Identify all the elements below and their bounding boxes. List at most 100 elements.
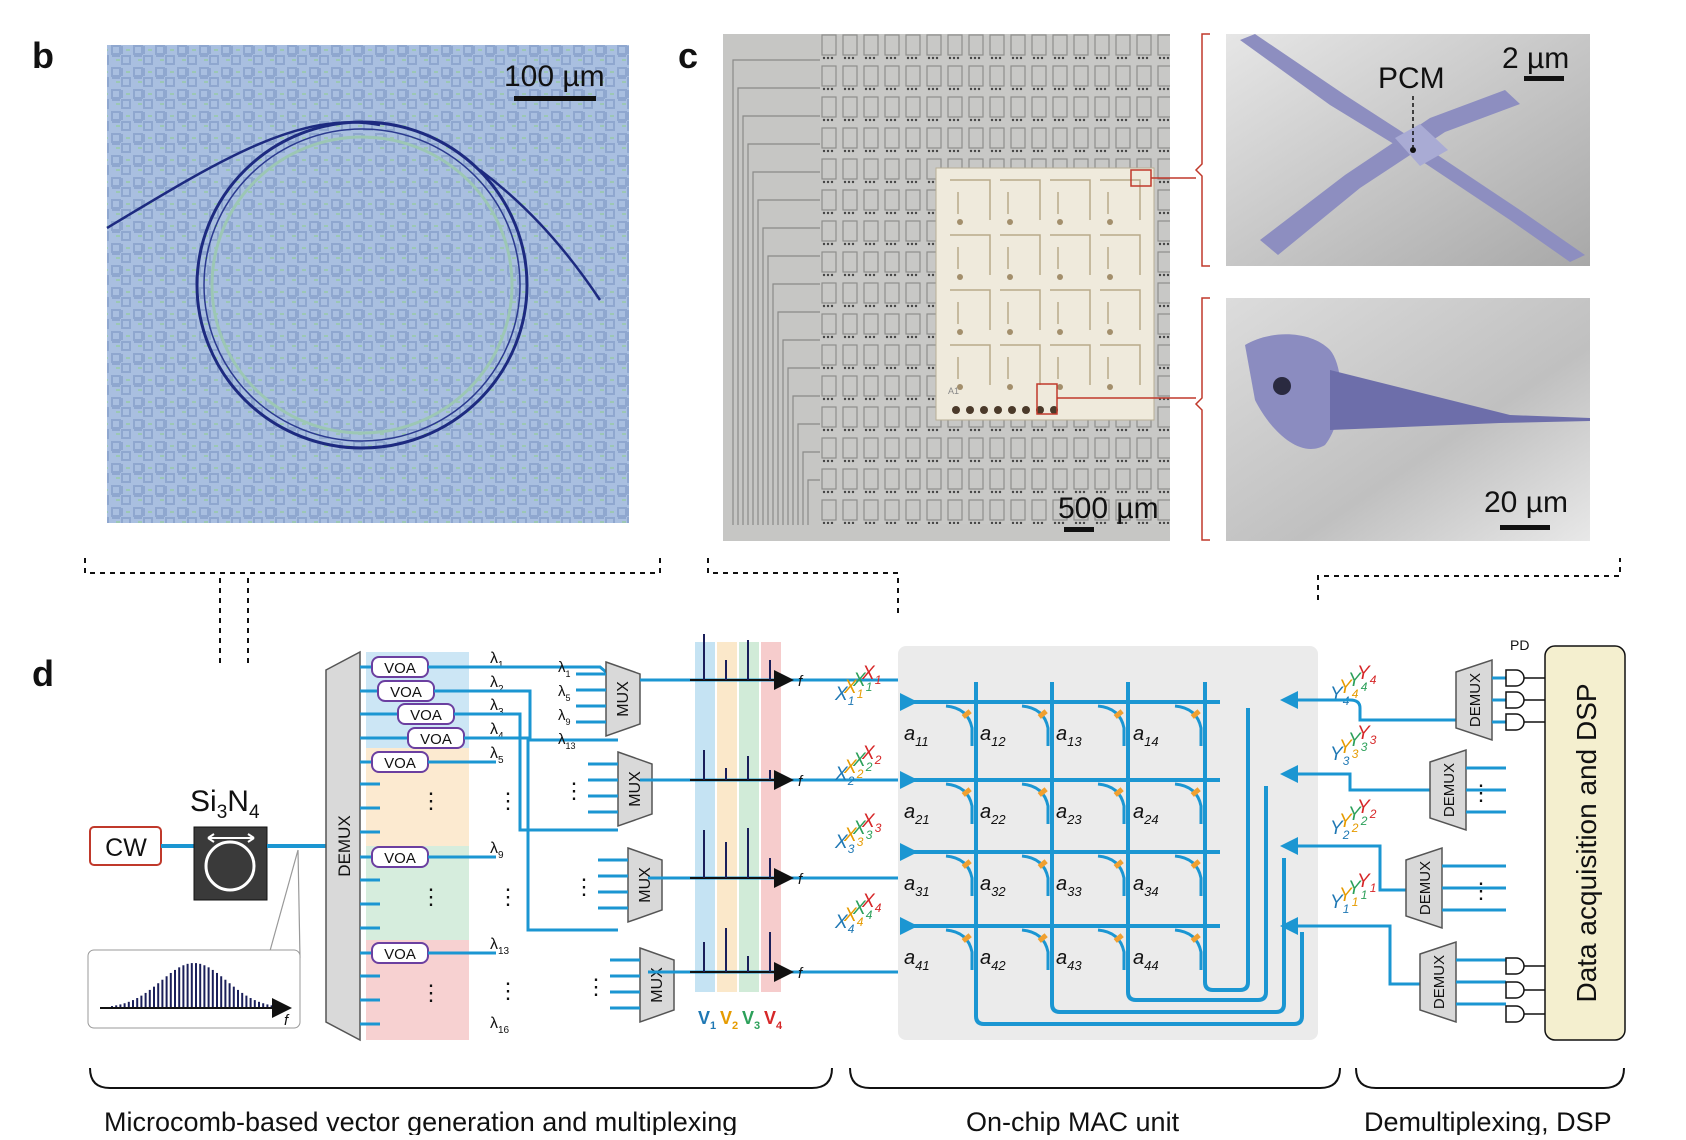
mac-cell-a11: a11 xyxy=(904,704,974,749)
mux-lambda: λ1 xyxy=(558,659,571,679)
svg-text:Y4: Y4 xyxy=(1339,677,1359,701)
si3n4-label: Si3N4 xyxy=(190,785,260,823)
ellipsis: ⋮ xyxy=(420,980,442,1005)
photodetector-icon xyxy=(1505,669,1545,687)
vector-spectrum-3: f xyxy=(690,828,804,888)
svg-text:Y2: Y2 xyxy=(1330,818,1350,842)
voa-3: VOA xyxy=(397,703,455,725)
svg-text:Y1: Y1 xyxy=(1348,878,1367,902)
output-demux-1: DEMUX xyxy=(1455,658,1493,742)
photodetector-icon xyxy=(1505,713,1545,731)
mac-cell-label: a31 xyxy=(904,873,930,899)
photodetector-icon xyxy=(1505,957,1545,975)
svg-text:Y1: Y1 xyxy=(1357,871,1376,895)
svg-text:X2: X2 xyxy=(861,743,882,767)
panel-b-scale-bar: 100 µm xyxy=(504,60,605,93)
mac-cell-label: a43 xyxy=(1056,947,1082,973)
ellipsis: ⋮ xyxy=(1470,780,1492,805)
vector-label-4: V4 xyxy=(764,1008,783,1032)
ellipsis: ⋮ xyxy=(497,978,519,1003)
freq-axis-label: f xyxy=(798,673,804,690)
svg-text:X4: X4 xyxy=(852,898,873,922)
mux-label: MUX xyxy=(627,771,644,807)
pd-label: PD xyxy=(1510,637,1529,653)
mux-1: MUX xyxy=(605,660,641,738)
mac-cell-a24: a24 xyxy=(1133,782,1203,827)
svg-text:X2: X2 xyxy=(834,764,855,788)
voa-7: VOA xyxy=(371,942,429,964)
mux-4: MUX xyxy=(639,946,675,1024)
svg-text:X1: X1 xyxy=(834,684,854,708)
voa-label: VOA xyxy=(420,731,452,748)
ellipsis: ⋮ xyxy=(497,884,519,909)
voa-1: VOA xyxy=(371,656,429,678)
svg-text:X3: X3 xyxy=(861,811,882,835)
svg-text:Y3: Y3 xyxy=(1348,730,1368,754)
daq-dsp-block xyxy=(1544,645,1626,1041)
svg-text:X2: X2 xyxy=(852,750,873,774)
voa-5: VOA xyxy=(371,751,429,773)
voa-label: VOA xyxy=(384,946,416,963)
panel-c-chip-photo xyxy=(723,34,1170,541)
mux-3: MUX xyxy=(627,846,663,924)
freq-axis-label: f xyxy=(798,773,804,790)
mac-cell-label: a23 xyxy=(1056,801,1082,827)
bracket-bottom xyxy=(1194,297,1210,541)
svg-text:Y1: Y1 xyxy=(1339,885,1358,909)
output-demux-label: DEMUX xyxy=(1467,673,1484,727)
voa-label: VOA xyxy=(410,707,442,724)
svg-text:X4: X4 xyxy=(843,905,864,929)
panel-c-tile-label: A1 xyxy=(948,386,959,396)
mac-cell-label: a13 xyxy=(1056,723,1082,749)
mac-cell-a14: a14 xyxy=(1133,704,1203,749)
sem-pcm-image xyxy=(1226,34,1590,266)
mac-cell-label: a33 xyxy=(1056,873,1082,899)
mac-cell-a43: a43 xyxy=(1056,928,1126,973)
output-demux-4: DEMUX xyxy=(1419,940,1457,1024)
mux-lambda: λ5 xyxy=(558,683,571,703)
mac-cell-label: a11 xyxy=(904,723,929,749)
mac-cell-a31: a31 xyxy=(904,854,974,899)
ellipsis: ⋮ xyxy=(563,778,585,803)
mux-label: MUX xyxy=(637,867,654,903)
mac-cell-label: a44 xyxy=(1133,947,1159,973)
microring-resonator xyxy=(193,826,268,901)
daq-dsp-label: Data acquisition and DSP xyxy=(1571,683,1602,1002)
svg-text:X1: X1 xyxy=(861,663,881,687)
photodetector-icon xyxy=(1505,981,1545,999)
vector-label-1: V1 xyxy=(698,1008,716,1032)
svg-text:X3: X3 xyxy=(834,832,855,856)
freq-axis-label: f xyxy=(798,871,804,888)
voa-lambda: λ9 xyxy=(490,840,504,861)
mux-label: MUX xyxy=(615,681,632,717)
svg-text:Y3: Y3 xyxy=(1330,744,1350,768)
svg-text:X1: X1 xyxy=(852,670,872,694)
mac-cell-label: a41 xyxy=(904,947,930,973)
svg-text:Y2: Y2 xyxy=(1339,811,1359,835)
comb-spectrum-inset xyxy=(87,949,301,1029)
mac-cell-label: a22 xyxy=(980,801,1006,827)
footer-demux-dsp: Demultiplexing, DSP xyxy=(1364,1107,1612,1135)
mac-cell-a41: a41 xyxy=(904,928,974,973)
freq-axis-label: f xyxy=(798,965,804,982)
mux-label: MUX xyxy=(649,967,666,1003)
main-demux-label: DEMUX xyxy=(335,815,354,876)
voa-label: VOA xyxy=(384,755,416,772)
mac-cell-label: a42 xyxy=(980,947,1006,973)
ellipsis: ⋮ xyxy=(1470,878,1492,903)
output-demux-label: DEMUX xyxy=(1431,955,1448,1009)
voa-lambda: λ13 xyxy=(490,936,510,957)
mac-cell-a21: a21 xyxy=(904,782,974,827)
mac-cell-a13: a13 xyxy=(1056,704,1126,749)
sem-pcm-scale-bar: 2 µm xyxy=(1502,42,1569,75)
cw-label: CW xyxy=(105,834,147,862)
spectrum-f-label: f xyxy=(284,1012,290,1029)
mac-cell-label: a24 xyxy=(1133,801,1159,827)
svg-text:Y2: Y2 xyxy=(1357,797,1377,821)
